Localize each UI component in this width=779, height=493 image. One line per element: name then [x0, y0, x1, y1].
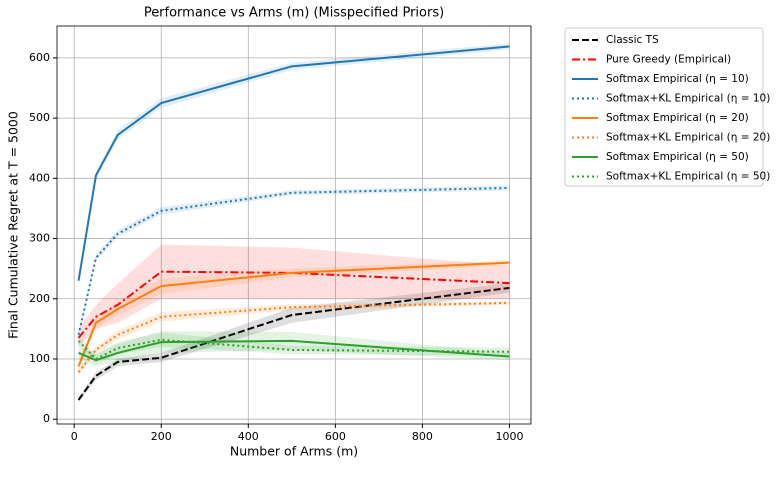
confidence-band [78, 244, 510, 347]
legend-label: Softmax+KL Empirical (η = 20) [606, 132, 770, 144]
confidence-band [78, 332, 510, 364]
series-line [77, 261, 510, 367]
plot-frame [56, 25, 532, 425]
x-axis-label: Number of Arms (m) [230, 444, 358, 459]
y-tick-label: 200 [29, 292, 50, 305]
y-axis-label: Final Cumulative Regret at T = 5000 [6, 111, 21, 339]
x-tick-label: 600 [325, 430, 346, 443]
y-tick-label: 600 [29, 51, 50, 64]
legend-label: Softmax+KL Empirical (η = 50) [606, 171, 770, 183]
x-tick-label: 800 [412, 430, 433, 443]
y-tick-label: 300 [29, 232, 50, 245]
legend-label: Pure Greedy (Empirical) [606, 54, 731, 66]
legend-label: Softmax+KL Empirical (η = 10) [606, 93, 770, 105]
series-line [77, 45, 510, 281]
legend-box [564, 27, 764, 187]
series-line [77, 338, 510, 361]
y-tick-label: 100 [29, 352, 50, 365]
legend-label: Softmax Empirical (η = 20) [606, 112, 749, 124]
legend-label: Softmax Empirical (η = 10) [606, 73, 749, 85]
series-line [77, 186, 510, 336]
series-line [77, 286, 510, 401]
confidence-band [78, 283, 510, 403]
confidence-band [78, 43, 510, 284]
x-tick-label: 0 [71, 430, 78, 443]
x-tick-label: 1000 [495, 430, 523, 443]
x-tick-label: 400 [238, 430, 259, 443]
legend: Classic TS Pure Greedy (Empirical) Softmax… [564, 27, 770, 187]
series-line [77, 270, 510, 339]
series-line [78, 339, 510, 362]
confidence-band [78, 260, 510, 372]
chart-title: Performance vs Arms (m) (Misspecified Pr… [144, 6, 444, 21]
x-tick-label: 200 [151, 430, 172, 443]
y-tick-label: 0 [43, 412, 50, 425]
confidence-band [78, 331, 510, 367]
legend-label: Classic TS [606, 34, 659, 46]
y-tick-label: 400 [29, 171, 50, 184]
legend-label: Softmax Empirical (η = 50) [606, 151, 749, 163]
y-tick-label: 500 [29, 111, 50, 124]
